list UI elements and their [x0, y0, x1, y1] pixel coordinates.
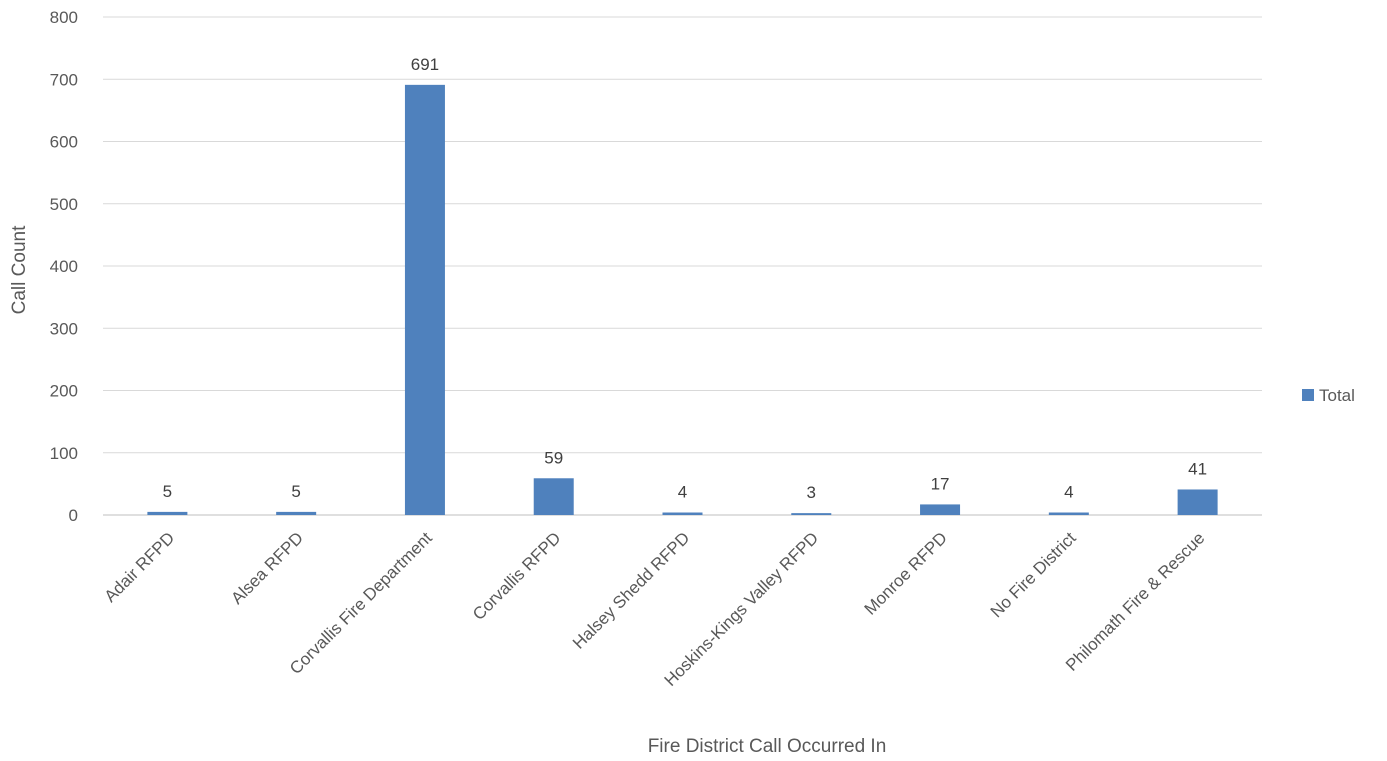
y-tick-label: 600 [50, 133, 78, 152]
y-tick-label: 700 [50, 70, 78, 89]
gridlines [103, 16, 1262, 516]
data-label: 41 [1188, 459, 1207, 478]
data-label: 5 [291, 482, 300, 501]
y-tick-label: 800 [50, 8, 78, 27]
y-axis-ticks: 0 100 200 300 400 500 600 700 800 [50, 8, 78, 525]
data-label: 5 [163, 482, 172, 501]
bar [533, 478, 574, 515]
y-axis-title: Call Count [9, 225, 30, 314]
x-tick-label: Monroe RFPD [861, 528, 951, 618]
legend-swatch [1302, 389, 1314, 401]
bar [662, 512, 703, 515]
bar [791, 513, 832, 515]
x-tick-label: Hoskins-Kings Valley RFPD [661, 528, 823, 690]
x-tick-label: No Fire District [987, 528, 1080, 621]
x-tick-label: Alsea RFPD [227, 528, 307, 608]
data-labels: 5 5 691 59 4 3 17 4 41 [163, 55, 1207, 502]
bar [1177, 489, 1218, 515]
bars [147, 84, 1218, 515]
data-label: 691 [411, 55, 439, 74]
legend: Total [1302, 386, 1355, 405]
x-tick-label: Philomath Fire & Rescue [1062, 528, 1208, 674]
x-tick-label: Halsey Shedd RFPD [569, 528, 693, 652]
x-tick-label: Corvallis RFPD [469, 528, 565, 624]
bar [404, 84, 445, 515]
data-label: 3 [807, 483, 816, 502]
x-tick-label: Adair RFPD [101, 528, 179, 606]
y-tick-label: 400 [50, 257, 78, 276]
y-tick-label: 0 [69, 506, 78, 525]
bar [1048, 512, 1089, 515]
data-label: 59 [544, 448, 563, 467]
data-label: 4 [1064, 483, 1073, 502]
legend-label: Total [1319, 386, 1355, 405]
bar [276, 511, 317, 515]
bar [920, 504, 961, 515]
x-tick-label: Corvallis Fire Department [286, 528, 436, 678]
y-tick-label: 200 [50, 382, 78, 401]
bar [147, 511, 188, 515]
y-tick-label: 500 [50, 195, 78, 214]
y-tick-label: 100 [50, 444, 78, 463]
x-axis-title: Fire District Call Occurred In [648, 736, 887, 757]
y-tick-label: 300 [50, 319, 78, 338]
data-label: 17 [931, 474, 950, 493]
data-label: 4 [678, 483, 687, 502]
